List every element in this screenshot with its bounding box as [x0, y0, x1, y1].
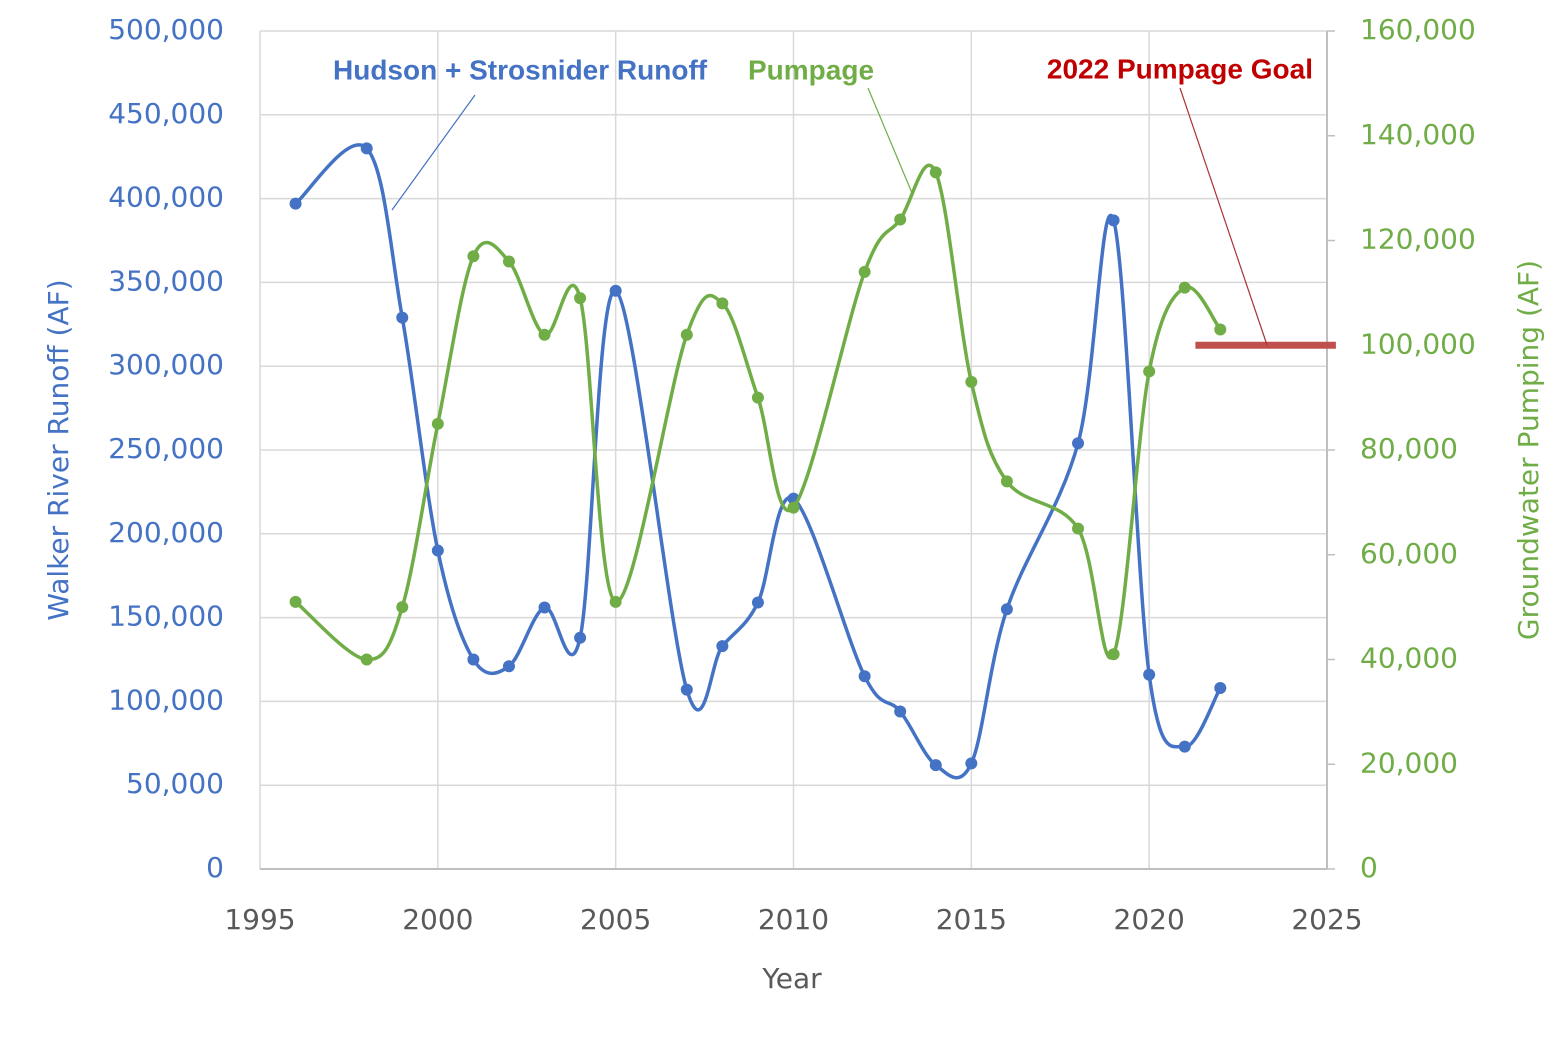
y2-tick-label: 140,000: [1360, 118, 1476, 151]
x-tick-label: 2000: [402, 903, 473, 936]
data-point: [680, 683, 693, 696]
data-point: [1143, 668, 1156, 681]
data-point: [787, 501, 800, 514]
data-point: [1107, 214, 1120, 227]
x-tick-label: 2020: [1114, 903, 1185, 936]
data-point: [858, 670, 871, 683]
data-point: [965, 375, 978, 388]
data-point: [1178, 281, 1191, 294]
y-tick-label: 100,000: [108, 683, 224, 716]
y-tick-label: 500,000: [108, 13, 224, 46]
goal-label: 2022 Pumpage Goal: [1047, 53, 1313, 84]
y2-tick-label: 0: [1360, 851, 1378, 884]
data-point: [929, 759, 942, 772]
data-point: [716, 640, 729, 653]
series-label: Hudson + Strosnider Runoff: [333, 54, 708, 85]
data-point: [1214, 681, 1227, 694]
x-tick-label: 1995: [224, 903, 295, 936]
y-tick-label: 300,000: [108, 348, 224, 381]
data-point: [467, 653, 480, 666]
data-point: [574, 292, 587, 305]
y-tick-label: 50,000: [126, 767, 224, 800]
x-axis-label: Year: [761, 962, 822, 995]
data-point: [360, 142, 373, 155]
data-point: [716, 297, 729, 310]
y-tick-label: 250,000: [108, 432, 224, 465]
data-point: [1214, 323, 1227, 336]
y2-tick-label: 160,000: [1360, 13, 1476, 46]
y2-axis-label: Groundwater Pumping (AF): [1512, 260, 1545, 640]
leader-line: [391, 94, 476, 211]
data-point: [1072, 437, 1085, 450]
data-point: [431, 417, 444, 430]
x-tick-label: 2010: [758, 903, 829, 936]
data-point: [751, 391, 764, 404]
data-point: [609, 595, 622, 608]
y-tick-label: 450,000: [108, 97, 224, 130]
data-point: [396, 311, 409, 324]
y-tick-label: 400,000: [108, 181, 224, 214]
data-point: [965, 757, 978, 770]
data-point: [467, 250, 480, 263]
data-point: [538, 328, 551, 341]
data-point: [609, 284, 622, 297]
y2-tick-label: 40,000: [1360, 642, 1458, 675]
data-point: [1107, 648, 1120, 661]
data-point: [574, 631, 587, 644]
y2-tick-label: 120,000: [1360, 223, 1476, 256]
leader-line: [867, 87, 913, 194]
y-tick-label: 0: [206, 851, 224, 884]
data-point: [502, 255, 515, 268]
series-label: Pumpage: [748, 54, 874, 85]
data-point: [1143, 365, 1156, 378]
grid: [259, 30, 1335, 870]
data-point: [894, 213, 907, 226]
y-tick-label: 200,000: [108, 516, 224, 549]
x-tick-label: 2025: [1291, 903, 1362, 936]
data-point: [1000, 603, 1013, 616]
data-point: [929, 166, 942, 179]
data-point: [289, 197, 302, 210]
y2-tick-label: 80,000: [1360, 432, 1458, 465]
data-point: [431, 544, 444, 557]
y-axis-label: Walker River Runoff (AF): [42, 279, 75, 620]
data-point: [894, 705, 907, 718]
data-point: [1072, 522, 1085, 535]
data-point: [502, 660, 515, 673]
y-tick-label: 150,000: [108, 600, 224, 633]
data-point: [289, 595, 302, 608]
y2-tick-label: 100,000: [1360, 327, 1476, 360]
y2-tick-label: 60,000: [1360, 537, 1458, 570]
data-point: [858, 265, 871, 278]
data-point: [680, 328, 693, 341]
series-line: [294, 143, 1222, 780]
x-tick-label: 2005: [580, 903, 651, 936]
data-point: [538, 601, 551, 614]
data-point: [396, 601, 409, 614]
x-tick-label: 2015: [936, 903, 1007, 936]
data-point: [1000, 475, 1013, 488]
labels: 1995 2000 2005 2010 2015 2020 2025 0 50,000 100,0…: [108, 13, 1476, 936]
y2-tick-label: 20,000: [1360, 746, 1458, 779]
data-point: [1178, 740, 1191, 753]
data-point: [751, 596, 764, 609]
marks: [289, 142, 1336, 780]
y-tick-label: 350,000: [108, 264, 224, 297]
leader-line: [1179, 87, 1268, 346]
data-point: [360, 653, 373, 666]
